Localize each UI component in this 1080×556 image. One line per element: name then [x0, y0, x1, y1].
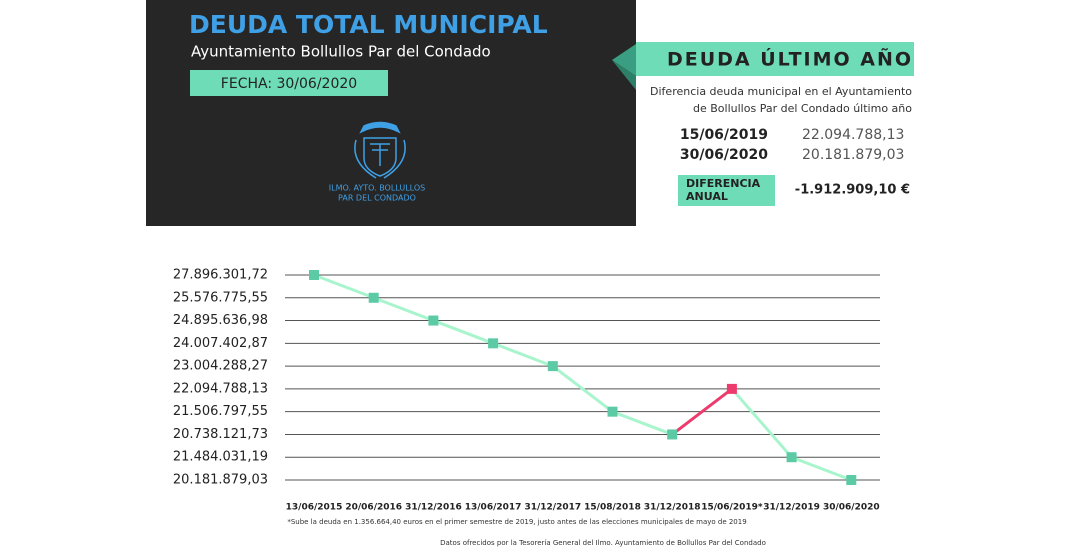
summary-description: Diferencia deuda municipal en el Ayuntam… — [650, 85, 912, 98]
y-tick-label: 24.895.636,98 — [173, 313, 268, 328]
line-segment — [373, 296, 434, 322]
subtitle: Ayuntamiento Bollullos Par del Condado — [191, 43, 491, 61]
line-segment — [313, 273, 375, 300]
summary-title: DEUDA ÚLTIMO AÑO — [667, 47, 913, 71]
difference-label: DIFERENCIA — [686, 177, 761, 190]
logo-text: PAR DEL CONDADO — [338, 194, 416, 203]
summary-amount: 22.094.788,13 — [802, 127, 904, 143]
line-segment — [611, 410, 673, 436]
summary-amount: 20.181.879,03 — [802, 147, 904, 163]
data-point — [667, 429, 678, 440]
header-panel — [146, 0, 636, 226]
data-point — [547, 361, 558, 372]
line-segment — [432, 319, 494, 345]
title: DEUDA TOTAL MUNICIPAL — [189, 10, 548, 39]
y-tick-label: 27.896.301,72 — [173, 268, 268, 283]
ribbon-fold — [612, 60, 636, 90]
data-point — [607, 406, 618, 417]
x-tick-label: 15/06/2019* — [701, 503, 763, 513]
line-segment — [730, 387, 793, 459]
data-point — [726, 383, 737, 394]
data-point — [309, 270, 319, 280]
summary-date: 15/06/2019 — [680, 127, 768, 143]
x-tick-label: 13/06/2017 — [465, 503, 522, 513]
x-tick-label: 20/06/2016 — [345, 503, 402, 513]
x-tick-label: 13/06/2015 — [286, 503, 343, 513]
y-tick-label: 22.094.788,13 — [173, 381, 268, 396]
data-point — [368, 292, 379, 303]
date-box — [190, 70, 388, 96]
line-segment — [551, 364, 614, 413]
y-tick-label: 21.506.797,55 — [173, 404, 268, 419]
line-segment — [492, 341, 554, 368]
x-tick-label: 15/08/2018 — [584, 503, 641, 513]
difference-value: -1.912.909,10 € — [795, 183, 910, 198]
data-point — [488, 338, 499, 349]
x-tick-label: 30/06/2020 — [823, 503, 880, 513]
footnote: *Sube la deuda en 1.356.664,40 euros en … — [287, 518, 746, 526]
data-point — [786, 452, 797, 463]
difference-label: ANUAL — [686, 190, 728, 203]
summary-date: 30/06/2020 — [680, 147, 768, 163]
difference-box — [678, 175, 775, 206]
y-tick-label: 25.576.775,55 — [173, 290, 268, 305]
source: Datos ofrecidos por la Tesorería General… — [440, 539, 766, 547]
logo-text: ILMO. AYTO. BOLLULLOS — [329, 184, 425, 193]
line-segment — [671, 387, 733, 436]
date: FECHA: 30/06/2020 — [221, 76, 357, 92]
summary-description: de Bollullos Par del Condado último año — [693, 102, 912, 115]
y-tick-label: 20.738.121,73 — [173, 427, 268, 442]
y-tick-label: 21.484.031,19 — [173, 450, 268, 465]
data-point — [846, 475, 857, 485]
x-tick-label: 31/12/2016 — [405, 503, 462, 513]
y-tick-label: 20.181.879,03 — [173, 473, 268, 488]
data-point — [428, 315, 439, 326]
x-tick-label: 31/12/2017 — [524, 503, 581, 513]
y-tick-label: 23.004.288,27 — [173, 359, 268, 374]
logo — [354, 121, 406, 179]
summary-banner — [636, 42, 914, 76]
line-segment — [791, 455, 852, 482]
x-tick-label: 31/12/2018 — [644, 503, 701, 513]
ribbon-fold — [612, 44, 636, 76]
y-tick-label: 24.007.402,87 — [173, 336, 268, 351]
x-tick-label: 31/12/2019 — [763, 503, 820, 513]
